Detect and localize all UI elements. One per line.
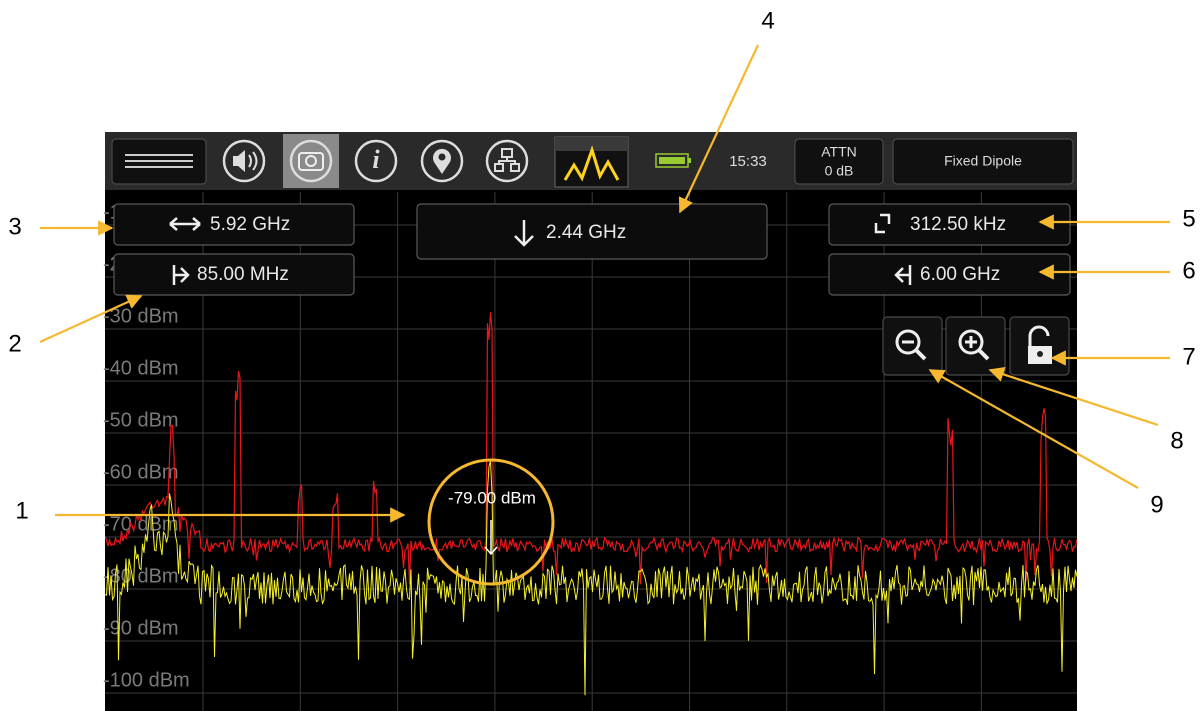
rbw-value: 312.50 kHz (910, 214, 1006, 235)
antenna-label: Fixed Dipole (944, 153, 1022, 169)
screenshot: -10 dBm-20 dBm-30 dBm-40 dBm-50 dBm-60 d… (0, 0, 1200, 711)
zoom-out-button[interactable] (883, 317, 942, 375)
y-axis-label: -70 dBm (103, 513, 179, 535)
callout-number: 3 (8, 213, 21, 240)
callout-number: 5 (1182, 205, 1195, 232)
center-frequency-field[interactable]: 2.44 GHz (417, 204, 767, 259)
attn-value: 0 dB (825, 163, 854, 179)
rbw-field[interactable]: 312.50 kHz (829, 204, 1070, 245)
svg-text:i: i (372, 145, 380, 174)
callout-number: 6 (1182, 257, 1195, 284)
callout-number: 2 (8, 330, 21, 357)
start-value: 85.00 MHz (197, 264, 289, 285)
marker-readout: -79.00 dBm (448, 488, 536, 507)
zoom-in-button[interactable] (946, 317, 1005, 375)
center-value: 2.44 GHz (546, 222, 626, 243)
callout-number: 7 (1182, 343, 1195, 370)
y-axis-label: -90 dBm (103, 617, 179, 639)
callout-number: 4 (761, 7, 774, 34)
y-axis-label: -100 dBm (103, 669, 190, 691)
stop-frequency-field[interactable]: 6.00 GHz (829, 254, 1070, 295)
span-field[interactable]: 5.92 GHz (114, 204, 354, 245)
callout-number: 9 (1150, 491, 1163, 518)
y-axis-label: -50 dBm (103, 409, 179, 431)
attenuation-button[interactable]: ATTN 0 dB (795, 139, 883, 184)
clock: 15:33 (729, 153, 767, 170)
menu-button[interactable] (112, 139, 206, 184)
camera-button[interactable] (283, 134, 339, 188)
callout-number: 8 (1170, 427, 1183, 454)
attn-label: ATTN (821, 144, 857, 160)
callout-number: 1 (15, 497, 28, 524)
antenna-button[interactable]: Fixed Dipole (893, 139, 1073, 184)
lock-button[interactable] (1010, 317, 1069, 375)
y-axis-label: -60 dBm (103, 461, 179, 483)
start-frequency-field[interactable]: 85.00 MHz (114, 254, 354, 295)
y-axis-label: -40 dBm (103, 357, 179, 379)
stop-value: 6.00 GHz (920, 264, 1000, 285)
spectrum-mode-button[interactable] (555, 137, 628, 187)
span-value: 5.92 GHz (210, 214, 290, 235)
